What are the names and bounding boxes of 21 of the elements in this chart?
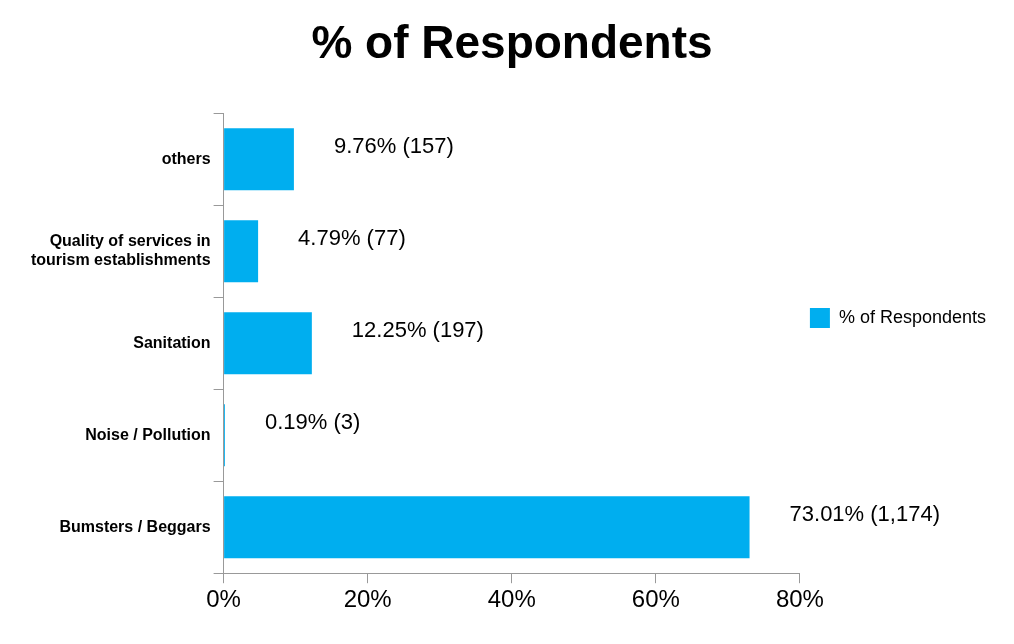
legend-label: % of Respondents [838, 306, 986, 327]
x-tick-label: 0% [206, 585, 241, 613]
bar [224, 128, 294, 191]
y-tick-label: Bumsters / Beggars [59, 517, 211, 535]
bar [224, 312, 312, 375]
x-tick-label: 80% [775, 585, 824, 613]
y-tick-label: Quality of services in tourism establishments [30, 232, 211, 269]
data-label: 4.79% (77) [298, 225, 406, 251]
y-tick-label: Noise / Pollution [85, 425, 211, 443]
data-label: 9.76% (157) [333, 133, 454, 159]
x-tick-label: 60% [631, 585, 680, 613]
bar [224, 220, 259, 283]
y-tick-label: others [161, 149, 211, 167]
chart-title: % of Respondents [311, 16, 713, 69]
data-label: 73.01% (1,174) [789, 501, 940, 527]
x-tick-label: 40% [487, 585, 536, 613]
x-tick-label: 20% [343, 585, 392, 613]
y-tick-label: Sanitation [133, 333, 211, 351]
bar [224, 496, 750, 559]
data-label: 0.19% (3) [264, 409, 361, 435]
data-label: 12.25% (197) [351, 317, 484, 343]
